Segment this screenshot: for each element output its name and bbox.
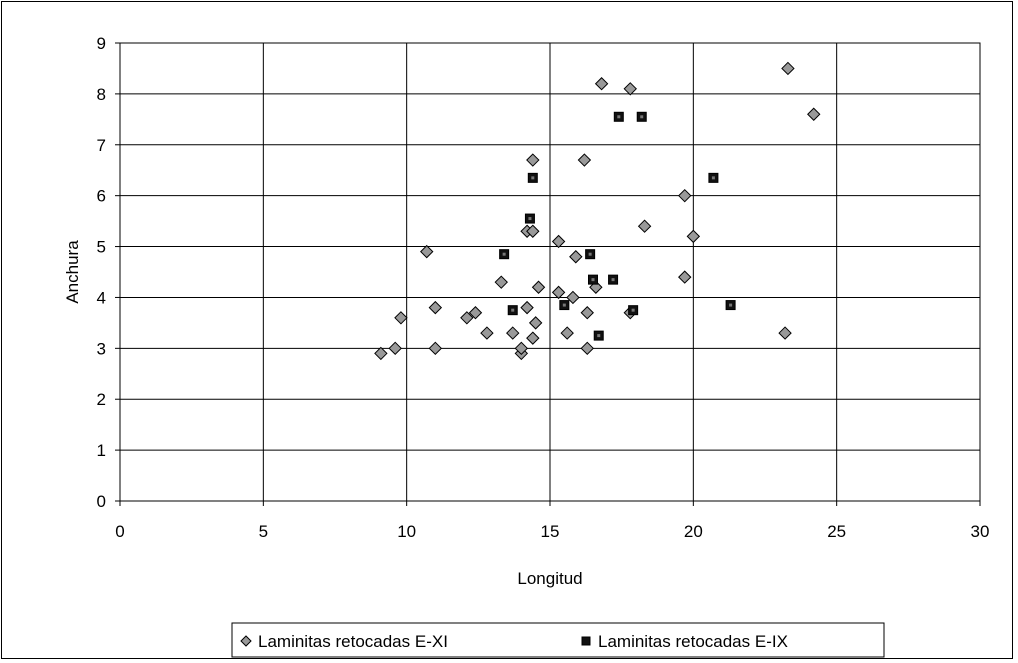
x-tick-label: 0: [115, 522, 124, 541]
data-point: [569, 250, 583, 264]
data-point-highlight: [511, 308, 515, 312]
data-point: [686, 229, 701, 244]
data-point-highlight: [640, 115, 644, 119]
y-axis-ticks: 0 1 2 3 4 5 6 7 8 9: [97, 34, 120, 511]
x-axis-label: Longitud: [517, 569, 582, 588]
series-1: [374, 61, 821, 361]
y-tick-label: 9: [97, 34, 106, 53]
x-tick-label: 10: [397, 522, 416, 541]
data-point-highlight: [611, 278, 615, 282]
data-point-highlight: [729, 303, 733, 307]
data-point: [388, 341, 402, 356]
data-point: [514, 341, 529, 356]
legend-items: Laminitas retocadas E-XI Laminitas retoca…: [240, 632, 788, 651]
data-points: [374, 61, 821, 361]
data-point: [560, 326, 574, 340]
data-point: [637, 219, 652, 233]
data-point: [520, 300, 534, 315]
data-point: [528, 316, 543, 330]
x-tick-label: 5: [259, 522, 268, 541]
legend-item-1: Laminitas retocadas E-XI: [240, 632, 448, 651]
data-point: [551, 285, 566, 300]
data-point: [531, 280, 546, 294]
data-point: [678, 188, 692, 203]
data-point-highlight: [531, 176, 535, 180]
data-point: [781, 61, 795, 76]
data-point-highlight: [588, 252, 592, 256]
data-point: [526, 153, 540, 167]
legend-box: [231, 622, 885, 658]
data-point: [460, 311, 474, 325]
data-point: [623, 82, 637, 96]
legend-marker: [581, 636, 591, 646]
plot-area: [119, 42, 981, 502]
y-tick-label: 6: [97, 187, 106, 206]
legend-label: Laminitas retocadas E-IX: [598, 632, 788, 651]
data-point: [468, 306, 483, 320]
data-point-highlight: [617, 115, 621, 119]
data-point: [566, 290, 580, 305]
data-point-highlight: [711, 176, 715, 180]
data-point: [394, 311, 408, 325]
data-point: [494, 275, 508, 289]
grid-lines: [120, 43, 980, 501]
data-point-highlight: [597, 334, 601, 338]
series-2: [499, 111, 736, 341]
legend-item-2: Laminitas retocadas E-IX: [581, 632, 788, 651]
data-point: [778, 326, 792, 340]
data-point-highlight: [528, 217, 532, 221]
data-point: [580, 341, 594, 356]
data-point: [577, 153, 592, 167]
data-point-highlight: [502, 252, 506, 256]
y-axis-label: Anchura: [63, 240, 82, 304]
y-tick-label: 4: [97, 288, 106, 307]
y-tick-label: 8: [97, 85, 106, 104]
data-point: [428, 341, 443, 356]
data-point: [594, 77, 609, 91]
y-tick-label: 2: [97, 390, 106, 409]
data-point: [551, 234, 566, 249]
legend-marker: [240, 635, 252, 647]
data-point: [807, 107, 821, 121]
data-point: [526, 224, 540, 238]
data-point: [480, 326, 494, 340]
x-axis-ticks: 0 5 10 15 20 25 30: [115, 501, 989, 541]
data-point: [374, 346, 388, 361]
data-point: [420, 244, 434, 259]
data-point: [678, 270, 692, 284]
legend-label: Laminitas retocadas E-XI: [258, 632, 448, 651]
data-point-highlight: [591, 278, 595, 282]
y-tick-label: 1: [97, 441, 106, 460]
y-tick-label: 0: [97, 492, 106, 511]
y-tick-label: 7: [97, 136, 106, 155]
x-tick-label: 30: [971, 522, 990, 541]
x-tick-label: 20: [684, 522, 703, 541]
data-point: [526, 331, 540, 345]
data-point: [506, 326, 520, 340]
data-point-highlight: [631, 308, 635, 312]
y-tick-label: 5: [97, 238, 106, 257]
data-point: [428, 300, 443, 315]
y-tick-label: 3: [97, 339, 106, 358]
x-tick-label: 15: [541, 522, 560, 541]
legend: Laminitas retocadas E-XI Laminitas retoca…: [231, 622, 885, 658]
data-point: [580, 306, 594, 320]
x-tick-label: 25: [827, 522, 846, 541]
data-point-highlight: [562, 303, 566, 307]
